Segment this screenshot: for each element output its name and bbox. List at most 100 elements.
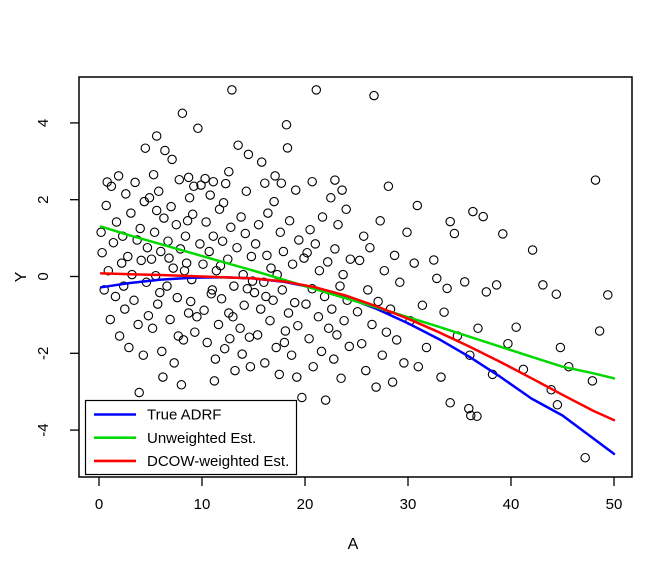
- scatter-point: [261, 291, 271, 302]
- x-tick-label: 40: [503, 496, 520, 513]
- scatter-point: [555, 342, 566, 353]
- scatter-point: [124, 342, 134, 353]
- scatter-point: [260, 358, 270, 368]
- scatter-point: [389, 250, 400, 261]
- scatter-point: [365, 242, 375, 253]
- scatter-point: [206, 289, 217, 299]
- scatter-point: [199, 305, 209, 316]
- scatter-point: [113, 171, 124, 181]
- scatter-point: [240, 228, 251, 239]
- scatter-point: [165, 314, 175, 325]
- scatter-point: [333, 219, 343, 230]
- scatter-point: [442, 283, 452, 294]
- scatter-point: [220, 178, 231, 189]
- scatter-point: [481, 287, 492, 297]
- scatter-point: [157, 346, 167, 357]
- scatter-point: [217, 236, 228, 246]
- scatter-point: [436, 372, 446, 382]
- scatter-point: [253, 219, 264, 230]
- scatter-point: [118, 281, 129, 291]
- y-tick-label: 0: [35, 272, 52, 280]
- scatter-point: [297, 392, 307, 403]
- scatter-point: [187, 209, 198, 220]
- scatter-point: [216, 294, 227, 304]
- x-tick-label: 30: [400, 496, 417, 513]
- scatter-point: [352, 307, 363, 317]
- scatter-point: [111, 217, 122, 227]
- scatter-point: [246, 251, 257, 262]
- scatter-point: [395, 277, 405, 288]
- legend-entry-label: Unweighted Est.: [147, 430, 256, 447]
- scatter-point: [189, 181, 199, 192]
- scatter-point: [375, 216, 385, 226]
- scatter-point: [172, 292, 183, 303]
- scatter-point: [143, 310, 154, 321]
- scatter-point: [176, 380, 187, 390]
- scatter-point: [468, 206, 478, 217]
- scatter-point: [201, 217, 211, 227]
- scatter-point: [210, 354, 221, 364]
- scatter-point: [336, 373, 346, 384]
- scatter-point: [603, 290, 613, 300]
- scatter-point: [193, 123, 203, 134]
- scatter-point: [409, 258, 419, 268]
- scatter-point: [105, 314, 116, 325]
- scatter-point: [310, 239, 321, 249]
- scatter-point: [316, 346, 327, 357]
- scatter-point: [282, 143, 293, 153]
- scatter-point: [330, 175, 340, 185]
- scatter-point: [429, 255, 439, 265]
- scatter-point: [281, 120, 292, 130]
- scatter-point: [120, 304, 130, 314]
- scatter-point: [190, 327, 200, 337]
- scatter-point: [132, 235, 142, 245]
- scatter-point: [146, 254, 157, 264]
- scatter-point: [241, 186, 252, 197]
- scatter-point: [317, 212, 328, 222]
- scatter-point: [184, 193, 195, 203]
- scatter-point: [280, 326, 291, 336]
- scatter-point: [439, 307, 449, 317]
- scatter-point: [250, 239, 261, 249]
- curve-unweighted-est: [99, 225, 616, 380]
- scatter-point: [149, 227, 160, 238]
- scatter-point: [158, 372, 168, 382]
- scatter-point: [198, 259, 208, 269]
- scatter-point: [413, 361, 424, 372]
- scatter-point: [332, 330, 342, 340]
- scatter-point: [299, 253, 309, 263]
- scatter-point: [432, 273, 442, 284]
- scatter-point: [202, 337, 212, 348]
- scatter-point: [301, 299, 311, 309]
- scatter-point: [287, 259, 298, 269]
- scatter-point: [129, 295, 139, 306]
- legend-entries: True ADRF Unweighted Est. DCOW-weighted Es…: [94, 407, 289, 470]
- scatter-point: [260, 178, 270, 188]
- scatter-point: [235, 323, 245, 334]
- scatter-point: [182, 216, 193, 226]
- fitted-curves: [99, 225, 616, 456]
- scatter-point: [270, 171, 280, 181]
- legend-entry-label: True ADRF: [147, 407, 221, 424]
- scatter-point: [308, 361, 318, 372]
- scatter-point: [166, 201, 176, 212]
- scatter-point: [205, 190, 215, 200]
- scatter-point: [284, 216, 295, 226]
- scatter-point: [329, 354, 339, 364]
- scatter-point: [337, 185, 347, 195]
- scatter-point: [178, 335, 189, 345]
- scatter-point: [358, 231, 369, 241]
- scatter-point: [286, 350, 297, 360]
- scatter-point: [121, 189, 131, 199]
- scatter-point: [391, 335, 402, 345]
- scatter-point: [174, 174, 185, 185]
- scatter-point: [237, 349, 247, 359]
- scatter-point: [473, 323, 483, 334]
- scatter-point: [168, 263, 178, 273]
- x-tick-label: 20: [297, 496, 314, 513]
- scatter-point: [290, 185, 301, 195]
- scatter-point: [335, 281, 345, 291]
- scatter-point: [233, 140, 243, 150]
- scatter-point: [152, 299, 163, 309]
